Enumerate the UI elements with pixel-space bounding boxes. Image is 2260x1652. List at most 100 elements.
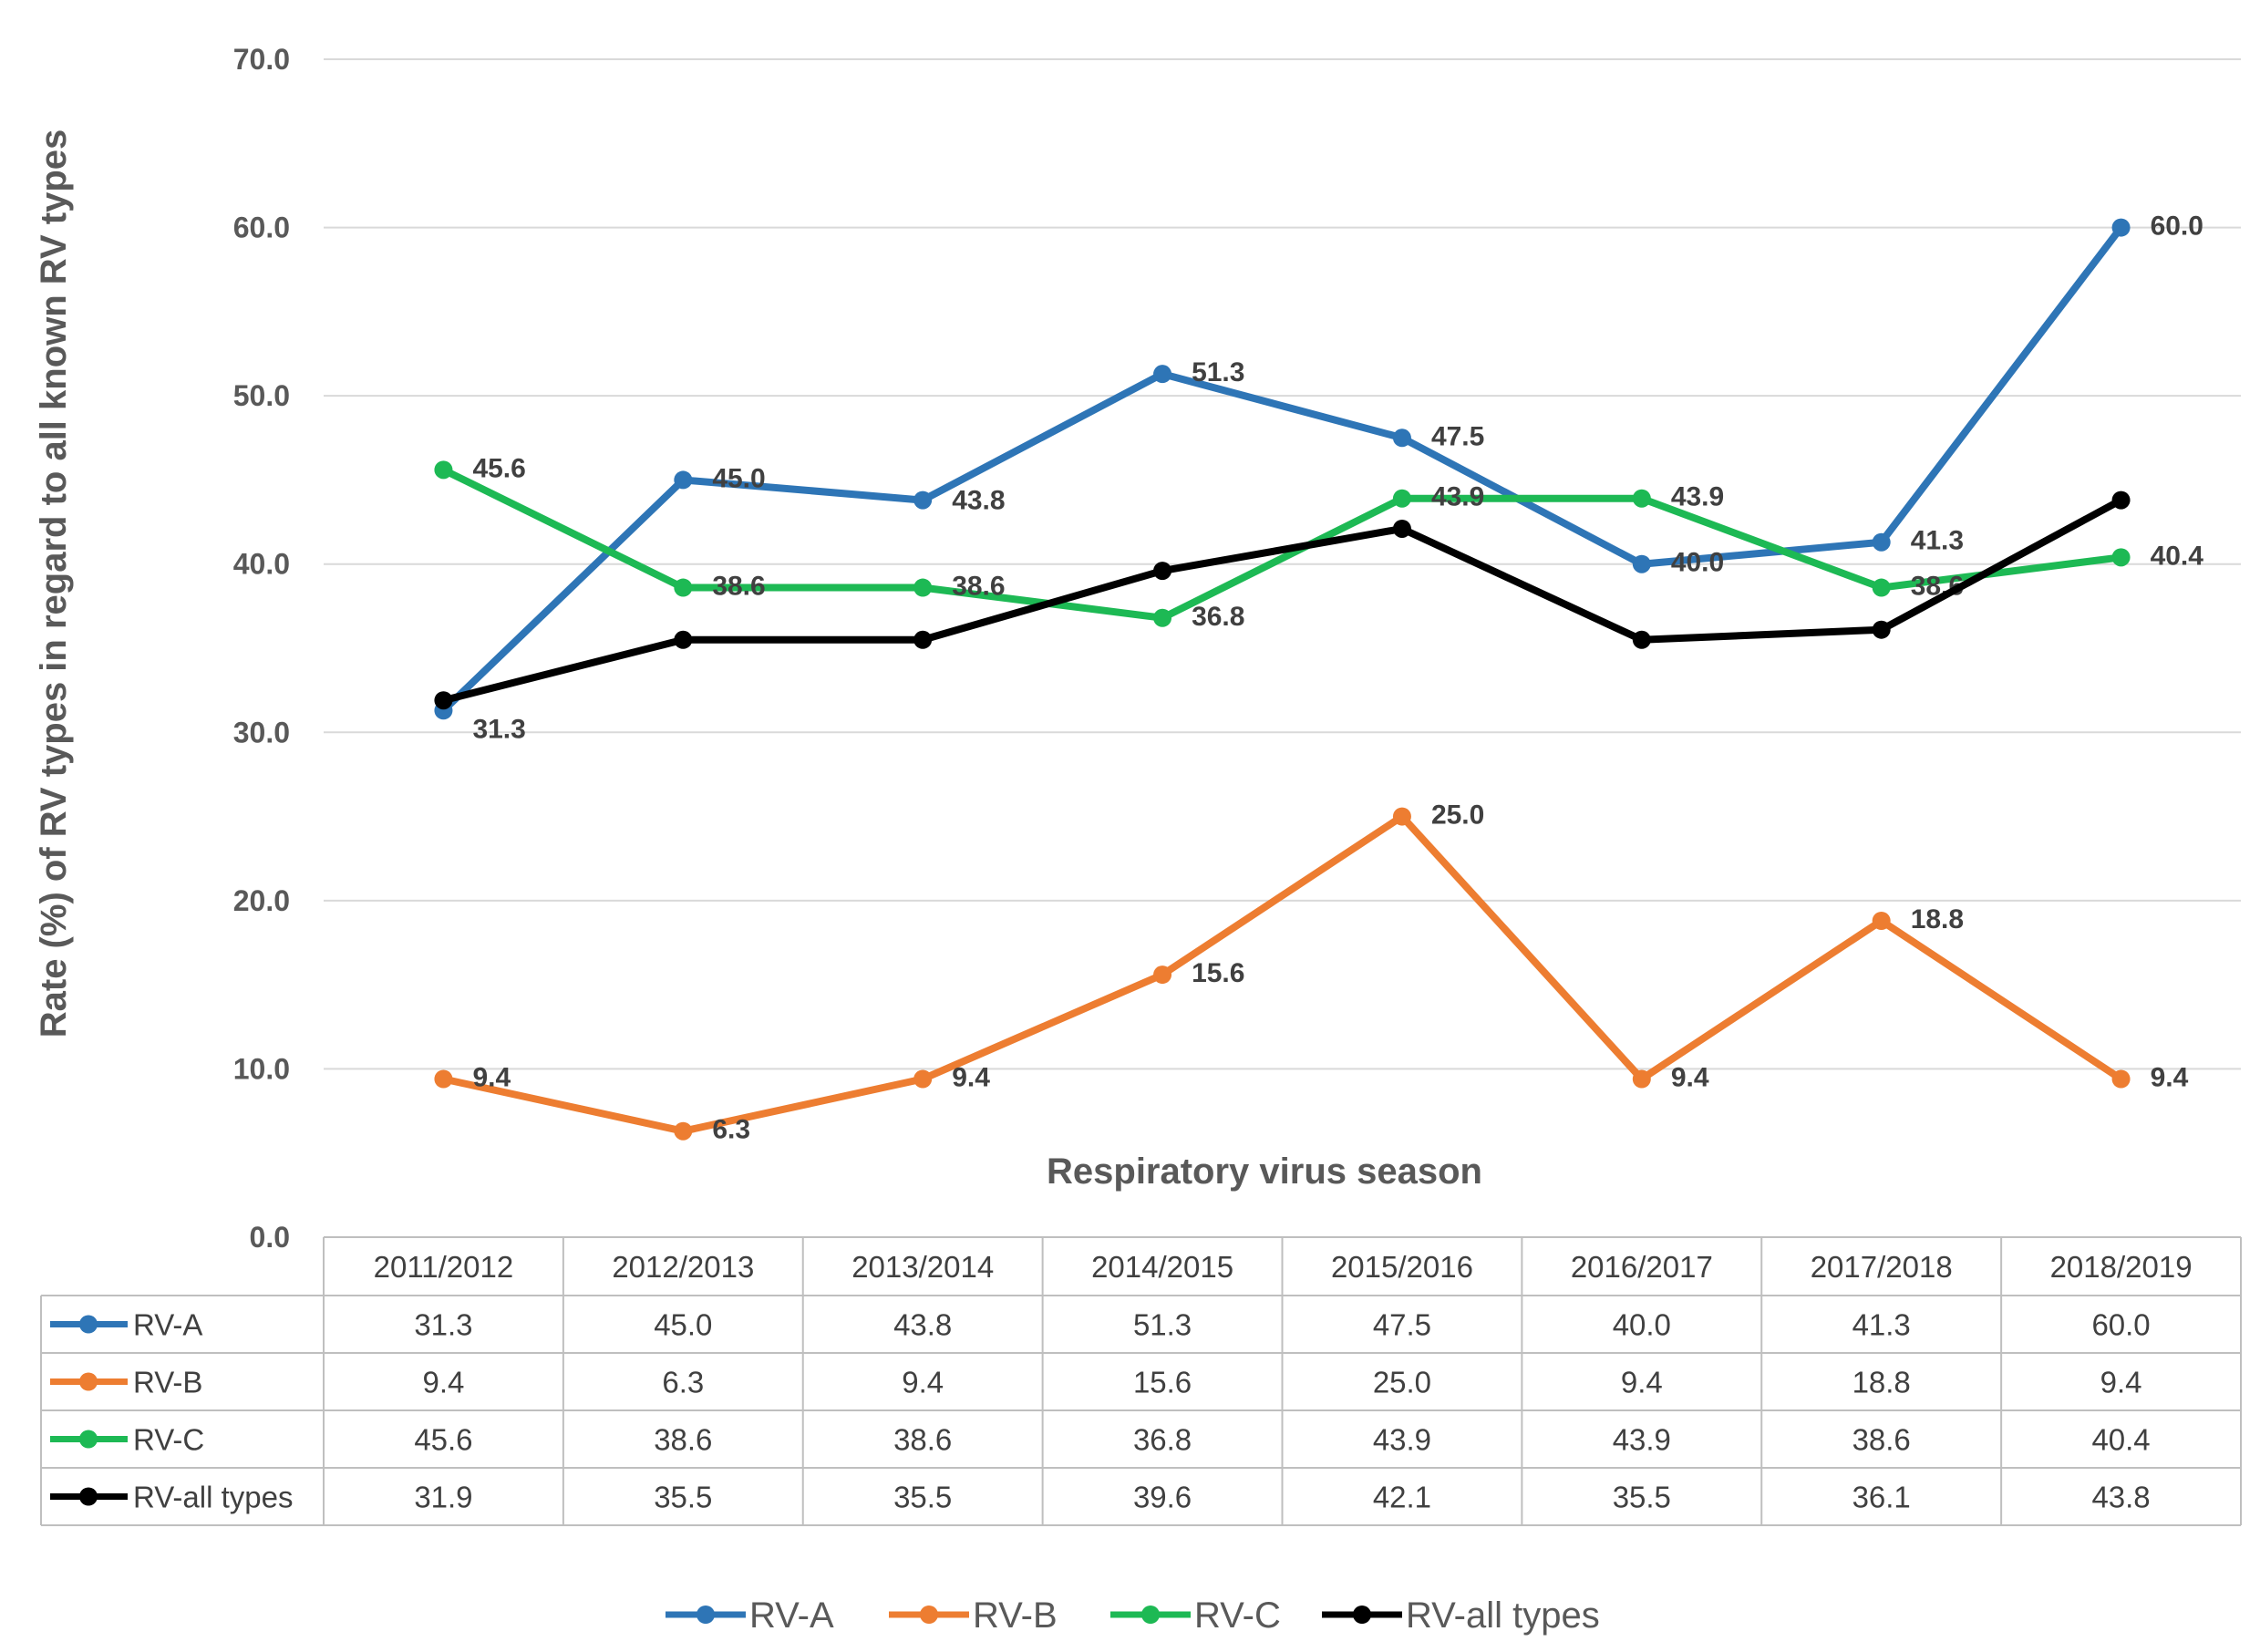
x-category-label: 2014/2015 bbox=[1091, 1250, 1233, 1284]
table-cell: 40.4 bbox=[2091, 1423, 2150, 1457]
series-rv-b: 9.4 6.3 9.4 15.6 25.0 9.4 18.8 9.4 bbox=[434, 800, 2189, 1145]
data-point bbox=[2111, 1069, 2131, 1089]
table-cell: 39.6 bbox=[1133, 1481, 1192, 1514]
y-tick-label: 20.0 bbox=[233, 884, 290, 917]
data-point bbox=[2111, 218, 2131, 237]
data-point bbox=[1153, 562, 1172, 581]
data-label: 40.0 bbox=[1671, 548, 1724, 578]
table-cell: 9.4 bbox=[1621, 1366, 1663, 1399]
data-point bbox=[913, 1069, 933, 1089]
table-row-label: RV-A bbox=[133, 1308, 202, 1342]
table-cell: 18.8 bbox=[1852, 1366, 1911, 1399]
data-label: 43.8 bbox=[952, 486, 1005, 516]
y-tick-label: 10.0 bbox=[233, 1052, 290, 1085]
data-point bbox=[674, 630, 693, 649]
table-cell: 35.5 bbox=[1613, 1481, 1671, 1514]
table-cell: 43.8 bbox=[2091, 1481, 2150, 1514]
data-point bbox=[1872, 532, 1891, 552]
data-point bbox=[1872, 578, 1891, 597]
y-tick-label: 40.0 bbox=[233, 548, 290, 581]
series-line bbox=[442, 497, 2123, 705]
y-tick-label: 30.0 bbox=[233, 716, 290, 749]
data-point bbox=[1872, 620, 1891, 639]
series-lines: 31.345.043.851.347.540.041.360.09.46.39.… bbox=[434, 212, 2203, 1145]
table-legend-key bbox=[50, 1372, 128, 1391]
data-point bbox=[913, 490, 933, 510]
data-point bbox=[434, 460, 453, 480]
data-label: 15.6 bbox=[1192, 958, 1244, 988]
data-label: 38.6 bbox=[952, 572, 1005, 602]
data-point bbox=[1872, 912, 1891, 931]
data-point bbox=[674, 1121, 693, 1141]
data-label: 45.6 bbox=[472, 453, 525, 483]
data-point bbox=[674, 578, 693, 597]
x-category-label: 2013/2014 bbox=[851, 1250, 994, 1284]
data-point bbox=[1153, 608, 1172, 627]
x-category-label: 2015/2016 bbox=[1331, 1250, 1473, 1284]
legend-key-marker bbox=[1353, 1606, 1371, 1624]
table-cell: 9.4 bbox=[423, 1366, 465, 1399]
table-row-label: RV-B bbox=[133, 1366, 202, 1399]
legend-item: RV-all types bbox=[1322, 1595, 1600, 1636]
legend-item: RV-C bbox=[1110, 1595, 1281, 1636]
data-point bbox=[674, 470, 693, 490]
table-cell: 45.6 bbox=[414, 1423, 472, 1457]
y-axis-ticks: 0.0 10.0 20.0 30.0 40.0 50.0 60.0 70.0 bbox=[233, 43, 290, 1254]
table-cell: 36.8 bbox=[1133, 1423, 1192, 1457]
data-label: 47.5 bbox=[1431, 421, 1484, 451]
y-tick-label: 60.0 bbox=[233, 212, 290, 244]
data-point bbox=[1392, 519, 1411, 538]
legend-item: RV-A bbox=[666, 1595, 834, 1636]
data-label: 40.4 bbox=[2151, 541, 2204, 571]
table-cell: 43.9 bbox=[1613, 1423, 1671, 1457]
legend-label: RV-A bbox=[749, 1595, 834, 1636]
data-point bbox=[1392, 807, 1411, 826]
data-point bbox=[913, 630, 933, 649]
legend-key-marker bbox=[920, 1606, 938, 1624]
data-point bbox=[1392, 428, 1411, 448]
series-line bbox=[441, 466, 2122, 622]
table-cell: 15.6 bbox=[1133, 1366, 1192, 1399]
data-label: 36.8 bbox=[1192, 602, 1244, 632]
y-axis-title: Rate (%) of RV types in regard to all kn… bbox=[34, 129, 74, 1038]
data-point bbox=[1632, 630, 1651, 649]
y-tick-label: 50.0 bbox=[233, 379, 290, 412]
data-label: 45.0 bbox=[712, 463, 765, 493]
data-point bbox=[1392, 489, 1411, 508]
table-cell: 36.1 bbox=[1852, 1481, 1911, 1514]
table-cell: 43.9 bbox=[1373, 1423, 1431, 1457]
table-cell: 9.4 bbox=[2100, 1366, 2142, 1399]
table-row-label: RV-all types bbox=[133, 1481, 293, 1514]
table-cell: 38.6 bbox=[1852, 1423, 1911, 1457]
table-cell: 6.3 bbox=[662, 1366, 704, 1399]
legend-label: RV-B bbox=[973, 1595, 1058, 1636]
table-key-marker bbox=[79, 1372, 98, 1391]
table-cell: 51.3 bbox=[1133, 1308, 1192, 1342]
data-point bbox=[434, 1069, 453, 1089]
table-key-marker bbox=[79, 1430, 98, 1449]
table-cell: 60.0 bbox=[2091, 1308, 2150, 1342]
legend-item: RV-B bbox=[889, 1595, 1058, 1636]
data-point bbox=[1153, 365, 1172, 384]
data-label: 25.0 bbox=[1431, 800, 1484, 831]
data-point bbox=[1153, 965, 1172, 985]
y-tick-label: 0.0 bbox=[250, 1221, 290, 1254]
data-label: 6.3 bbox=[712, 1115, 750, 1145]
data-label: 51.3 bbox=[1192, 357, 1244, 387]
table-cell: 35.5 bbox=[893, 1481, 952, 1514]
series-rv-c: 45.638.6 38.636.843.9 43.938.640.4 bbox=[434, 453, 2204, 632]
data-label: 9.4 bbox=[1671, 1063, 1709, 1093]
data-point bbox=[1632, 1069, 1651, 1089]
data-point bbox=[1632, 554, 1651, 573]
table-cell: 25.0 bbox=[1373, 1366, 1431, 1399]
data-label: 38.6 bbox=[712, 572, 765, 602]
legend-key-marker bbox=[697, 1606, 715, 1624]
table-cell: 31.3 bbox=[414, 1308, 472, 1342]
data-label: 9.4 bbox=[2151, 1063, 2189, 1093]
x-category-label: 2018/2019 bbox=[2050, 1250, 2193, 1284]
legend-label: RV-C bbox=[1194, 1595, 1281, 1636]
data-point bbox=[434, 691, 453, 710]
table-cell: 45.0 bbox=[654, 1308, 712, 1342]
series-line bbox=[440, 225, 2124, 714]
